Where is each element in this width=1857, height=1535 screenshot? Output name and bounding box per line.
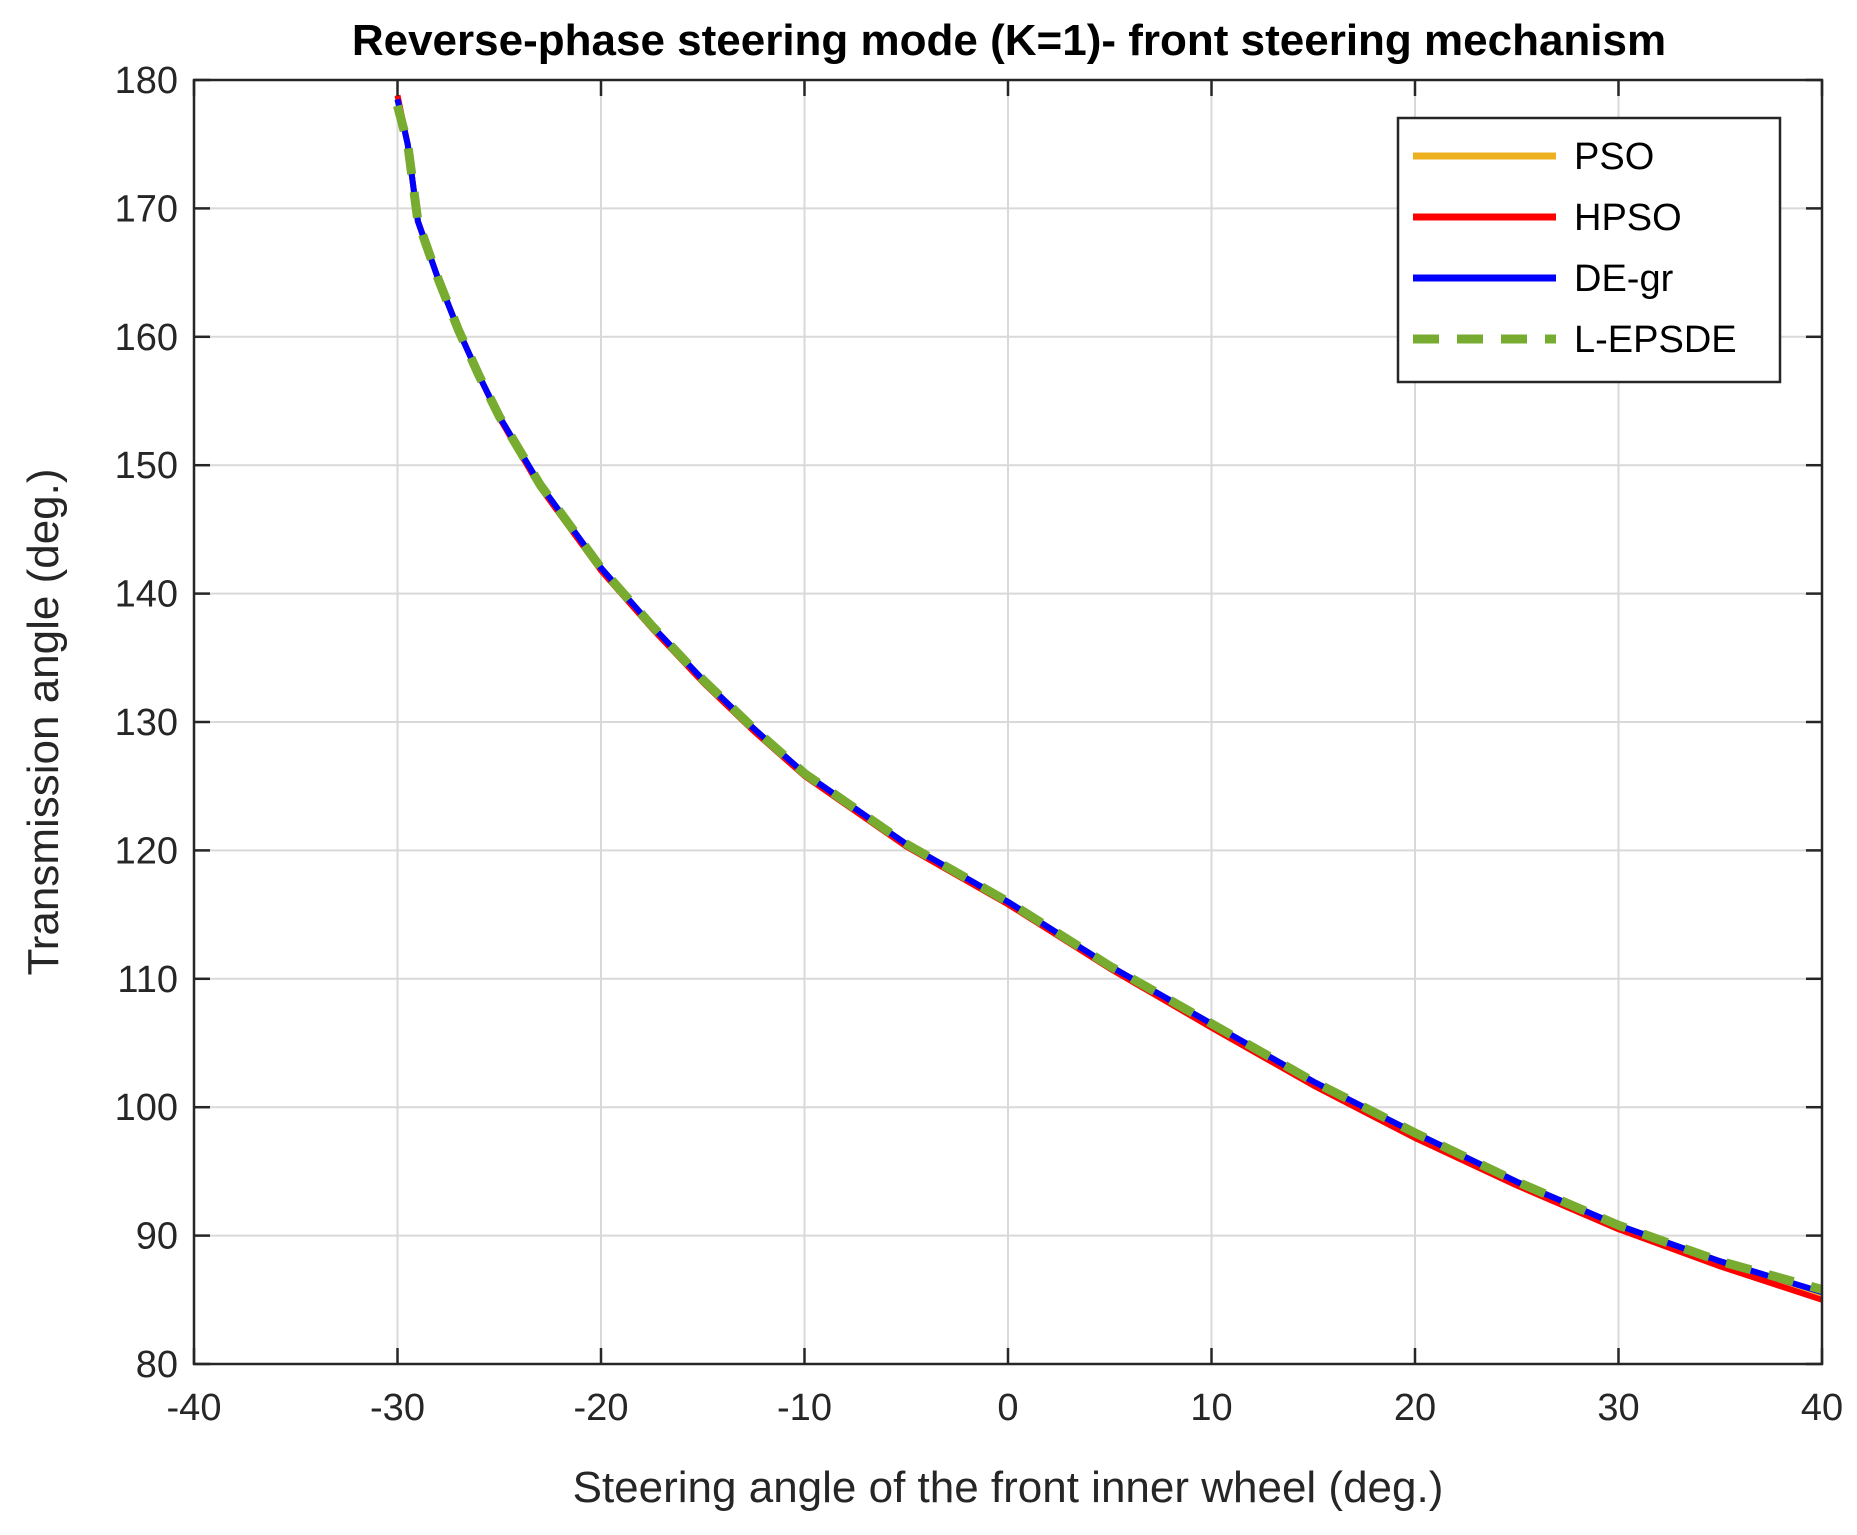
legend-label: DE-gr bbox=[1574, 258, 1674, 300]
x-tick-label: -10 bbox=[777, 1387, 832, 1429]
x-tick-label: -20 bbox=[574, 1387, 629, 1429]
chart-title: Reverse-phase steering mode (K=1)- front… bbox=[352, 16, 1666, 65]
y-tick-label: 100 bbox=[115, 1087, 178, 1129]
x-tick-labels: -40 -30 -20 -10 0 10 20 30 40 bbox=[167, 1387, 1844, 1429]
y-tick-label: 140 bbox=[115, 574, 178, 616]
y-tick-label: 90 bbox=[136, 1216, 178, 1258]
x-tick-label: 40 bbox=[1801, 1387, 1843, 1429]
y-tick-label: 80 bbox=[136, 1344, 178, 1386]
x-tick-label: 10 bbox=[1190, 1387, 1232, 1429]
legend-label: L-EPSDE bbox=[1574, 319, 1737, 361]
legend-label: HPSO bbox=[1574, 197, 1682, 239]
x-tick-label: 20 bbox=[1394, 1387, 1436, 1429]
y-tick-label: 180 bbox=[115, 60, 178, 102]
legend-box bbox=[1396, 116, 1782, 384]
y-tick-labels: 80 90 100 110 120 130 140 150 160 170 180 bbox=[115, 60, 178, 1386]
x-tick-label: -30 bbox=[370, 1387, 425, 1429]
series-lines bbox=[393, 94, 1824, 1303]
x-tick-label: -40 bbox=[167, 1387, 222, 1429]
y-tick-label: 110 bbox=[117, 959, 178, 1001]
y-tick-label: 130 bbox=[115, 702, 178, 744]
x-axis-label: Steering angle of the front inner wheel … bbox=[573, 1463, 1444, 1512]
y-tick-label: 150 bbox=[115, 445, 178, 487]
x-tick-label: 30 bbox=[1597, 1387, 1639, 1429]
legend: PSO HPSO DE-gr L-EPSDE bbox=[1396, 116, 1782, 384]
y-axis-label: Transmission angle (deg.) bbox=[19, 468, 68, 975]
y-tick-label: 120 bbox=[115, 830, 178, 872]
y-tick-label: 170 bbox=[115, 188, 178, 230]
axis-ticks bbox=[192, 78, 1824, 1366]
x-tick-label: 0 bbox=[997, 1387, 1018, 1429]
y-tick-label: 160 bbox=[115, 317, 178, 359]
legend-label: PSO bbox=[1574, 136, 1654, 178]
series-line-l-epsde bbox=[393, 104, 1824, 1294]
